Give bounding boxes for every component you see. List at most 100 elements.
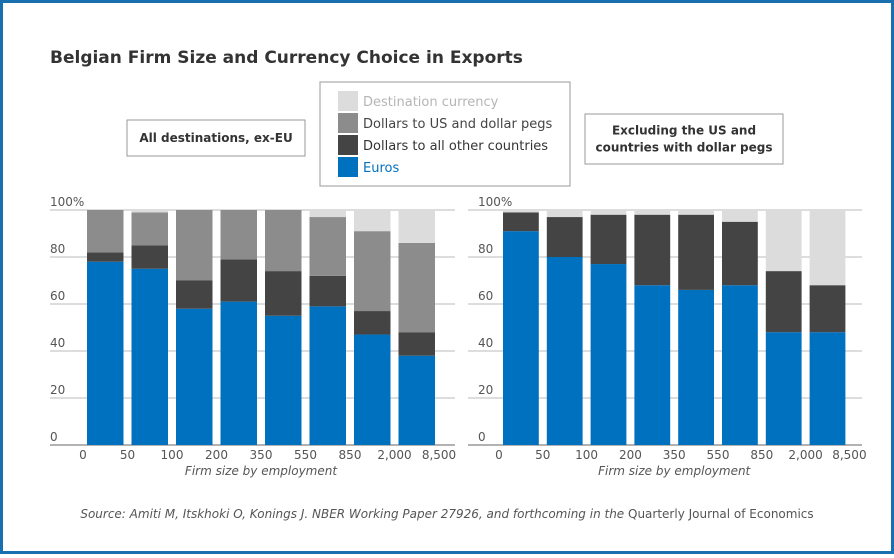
bar-segment: [131, 245, 168, 269]
bar-segment: [309, 210, 346, 218]
x-tick-label: 50: [535, 448, 550, 462]
bar-segment: [503, 231, 539, 445]
figure-title: Belgian Firm Size and Currency Choice in…: [50, 48, 523, 68]
y-tick-label: 40: [478, 336, 493, 350]
bar-segment: [131, 210, 168, 213]
bar-segment: [678, 214, 714, 290]
x-tick-label: 350: [663, 448, 686, 462]
annotation: All destinations, ex-EU: [139, 131, 292, 145]
bar-segment: [765, 210, 802, 272]
legend-label: Dollars to all other countries: [363, 139, 548, 154]
x-tick-label: 0: [79, 448, 87, 462]
bar-segment: [265, 210, 302, 272]
bar-segment: [809, 210, 846, 286]
legend-label: Dollars to US and dollar pegs: [363, 117, 552, 132]
bar-segment: [722, 221, 758, 286]
bar-segment: [722, 210, 758, 222]
x-tick-label: 550: [707, 448, 730, 462]
bar-segment: [354, 210, 391, 232]
y-tick-label: 100%: [478, 195, 512, 209]
bar-segment: [131, 268, 168, 445]
x-tick-label: 850: [750, 448, 773, 462]
bar-segment: [87, 210, 124, 253]
y-tick-label: 0: [478, 430, 486, 444]
bar-segment: [220, 210, 257, 260]
x-tick-label: 50: [120, 448, 135, 462]
bar-segment: [634, 214, 671, 286]
legend-swatch: [338, 135, 358, 155]
bar-segment: [176, 210, 213, 281]
bar-segment: [176, 280, 213, 309]
bar-segment: [220, 301, 257, 445]
bar-segment: [398, 355, 435, 445]
source: Source: Amiti M, Itskhoki O, Konings J. …: [80, 507, 813, 521]
bar-segment: [265, 271, 302, 316]
bar-segment: [722, 285, 758, 445]
bar-segment: [309, 306, 346, 445]
bar-segment: [765, 332, 802, 445]
bar-segment: [309, 217, 346, 276]
bar-segment: [809, 332, 846, 445]
bar-segment: [546, 217, 583, 257]
y-tick-label: 100%: [50, 195, 84, 209]
annotation: Excluding the US and: [612, 124, 756, 138]
bar-segment: [87, 261, 124, 445]
bar-segment: [220, 259, 257, 302]
legend-label: Euros: [363, 161, 399, 176]
x-axis-label: Firm size by employment: [185, 464, 338, 478]
legend-box: [319, 81, 571, 187]
x-axis-label: Firm size by employment: [598, 464, 751, 478]
x-tick-label: 850: [339, 448, 362, 462]
x-tick-label: 8,500: [422, 448, 456, 462]
bar-segment: [265, 315, 302, 445]
legend-swatch: [338, 113, 358, 133]
bar-segment: [546, 210, 583, 218]
x-tick-label: 100: [161, 448, 184, 462]
legend-swatch: [338, 157, 358, 177]
bar-segment: [87, 252, 124, 262]
source-journal: Quarterly Journal of Economics: [628, 507, 814, 521]
bar-segment: [398, 332, 435, 356]
bar-segment: [354, 311, 391, 335]
bar-segment: [354, 334, 391, 445]
source-text: Source: Amiti M, Itskhoki O, Konings J. …: [80, 507, 628, 521]
bar-segment: [398, 210, 435, 243]
x-tick-label: 8,500: [832, 448, 866, 462]
bar-segment: [503, 212, 539, 232]
y-tick-label: 80: [50, 242, 65, 256]
x-tick-label: 2,000: [788, 448, 822, 462]
bar-segment: [398, 242, 435, 333]
bar-segment: [634, 285, 671, 445]
x-tick-label: 200: [205, 448, 228, 462]
bar-segment: [590, 264, 627, 445]
bar-segment: [309, 275, 346, 307]
x-tick-label: 2,000: [377, 448, 411, 462]
y-tick-label: 60: [50, 289, 65, 303]
bar-segment: [590, 210, 627, 215]
y-tick-label: 20: [50, 383, 65, 397]
y-tick-label: 40: [50, 336, 65, 350]
annotation-box: [126, 119, 306, 157]
bar-segment: [765, 271, 802, 333]
bar-segment: [131, 212, 168, 246]
annotation: countries with dollar pegs: [595, 141, 772, 155]
y-tick-label: 0: [50, 430, 58, 444]
bar-segment: [503, 210, 539, 213]
bar-segment: [176, 308, 213, 445]
bar-segment: [809, 285, 846, 333]
bar-segment: [546, 257, 583, 445]
bar-segment: [678, 210, 714, 215]
bar-segment: [354, 231, 391, 312]
y-tick-label: 80: [478, 242, 493, 256]
x-tick-label: 550: [294, 448, 317, 462]
y-tick-label: 60: [478, 289, 493, 303]
bar-segment: [678, 289, 714, 445]
x-tick-label: 200: [619, 448, 642, 462]
x-tick-label: 0: [495, 448, 503, 462]
x-tick-label: 100: [575, 448, 598, 462]
x-tick-label: 350: [250, 448, 273, 462]
y-tick-label: 20: [478, 383, 493, 397]
bar-segment: [590, 214, 627, 265]
annotation-box: [584, 113, 784, 165]
